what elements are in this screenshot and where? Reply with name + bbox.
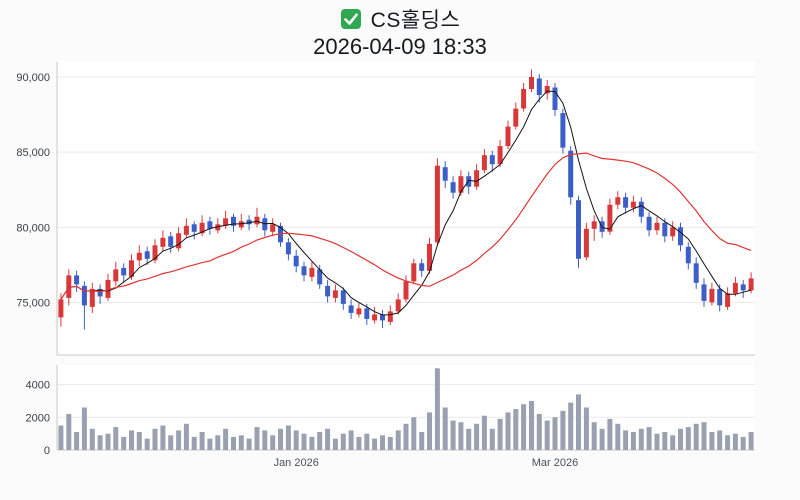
- volume-bars-layer: [58, 368, 754, 451]
- svg-text:Jan 2026: Jan 2026: [274, 457, 319, 469]
- svg-text:2000: 2000: [26, 412, 50, 424]
- svg-text:Mar 2026: Mar 2026: [532, 457, 578, 469]
- chart-timestamp: 2026-04-09 18:33: [313, 34, 487, 59]
- chart-header: CS홀딩스 2026-04-09 18:33: [0, 5, 800, 60]
- svg-text:4000: 4000: [26, 380, 50, 392]
- title-row: CS홀딩스: [0, 5, 800, 33]
- svg-text:85,000: 85,000: [16, 147, 50, 159]
- gridlines-layer: [57, 76, 755, 418]
- ma-short-line: [60, 90, 752, 316]
- stock-name-title: CS홀딩스: [370, 9, 461, 32]
- svg-text:80,000: 80,000: [16, 222, 50, 234]
- svg-text:0: 0: [44, 445, 50, 457]
- checkbox-box: [340, 9, 361, 29]
- svg-text:90,000: 90,000: [16, 72, 50, 84]
- ma-long-line: [60, 152, 752, 300]
- svg-text:75,000: 75,000: [16, 297, 50, 309]
- chart-background-layer: [57, 62, 755, 450]
- axis-labels-layer: 75,000 80,000 85,000 90,000 0 2000 4000 Jan 202…: [16, 72, 578, 469]
- checkbox-checked-icon[interactable]: [340, 8, 362, 30]
- candlestick-volume-chart: 75,000 80,000 85,000 90,000 0 2000 4000 Jan 202…: [16, 62, 755, 469]
- moving-average-layer: [60, 90, 752, 316]
- checkmark-glyph: [343, 13, 358, 25]
